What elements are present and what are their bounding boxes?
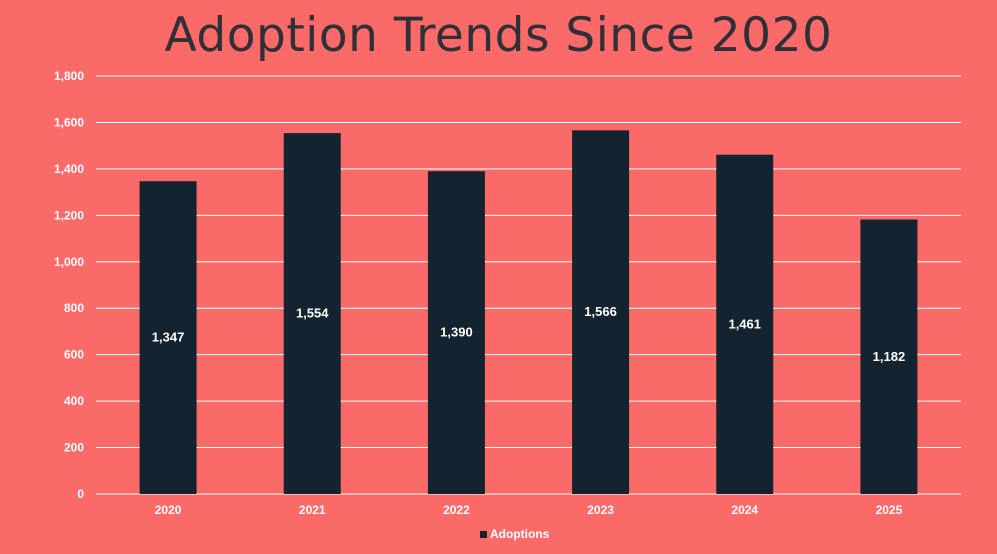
y-tick-label: 800	[64, 301, 84, 315]
x-tick-label: 2020	[155, 503, 182, 517]
bar	[572, 130, 630, 494]
y-tick-label: 1,400	[54, 162, 84, 176]
y-tick-label: 200	[64, 441, 84, 455]
legend: Adoptions	[480, 527, 550, 541]
x-tick-label: 2022	[443, 503, 470, 517]
data-label: 1,182	[873, 349, 906, 364]
bar	[860, 219, 918, 494]
y-tick-label: 600	[64, 348, 84, 362]
data-label: 1,554	[296, 306, 329, 321]
x-tick-label: 2021	[299, 503, 326, 517]
x-tick-label: 2024	[731, 503, 758, 517]
y-tick-label: 0	[77, 487, 84, 501]
bar	[427, 171, 485, 494]
bar	[139, 181, 197, 495]
y-tick-label: 1,200	[54, 208, 84, 222]
chart-title: Adoption Trends Since 2020	[164, 8, 833, 63]
legend-swatch	[480, 531, 487, 538]
data-label: 1,347	[152, 330, 185, 345]
legend-label: Adoptions	[490, 527, 550, 541]
data-label: 1,461	[728, 316, 761, 331]
x-tick-label: 2023	[587, 503, 614, 517]
y-tick-label: 400	[64, 394, 84, 408]
y-tick-label: 1,600	[54, 115, 84, 129]
bar	[716, 154, 774, 494]
data-label: 1,566	[584, 304, 617, 319]
data-label: 1,390	[440, 325, 473, 340]
y-tick-label: 1,000	[54, 255, 84, 269]
x-tick-label: 2025	[876, 503, 903, 517]
bar	[283, 133, 341, 495]
y-tick-label: 1,800	[54, 69, 84, 83]
